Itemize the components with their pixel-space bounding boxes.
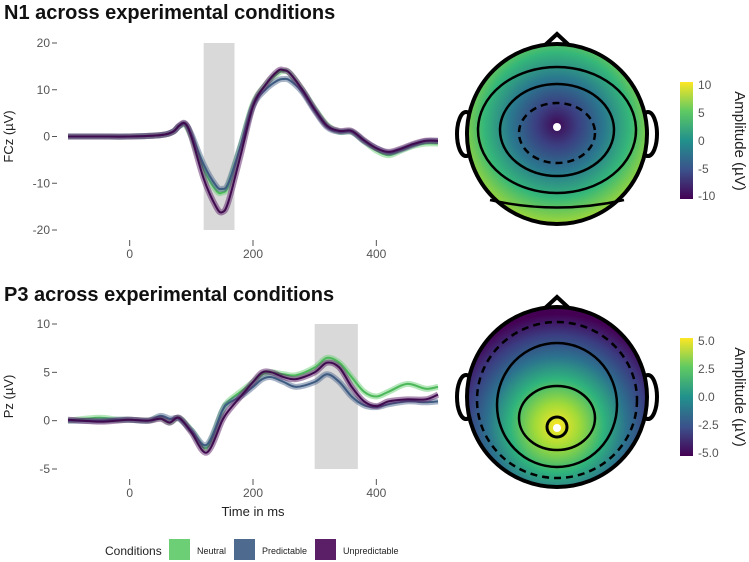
y-tick-label: 5 [43, 365, 50, 379]
electrode-marker [553, 424, 561, 432]
x-axis-label: Time in ms [221, 504, 285, 519]
topoplot-p3 [455, 294, 659, 489]
colorbar-label: Amplitude (µV) [731, 91, 748, 191]
y-tick-label: 0 [43, 130, 50, 144]
legend-label-unpredictable: Unpredictable [343, 546, 399, 556]
y-tick-label: 20 [37, 36, 51, 50]
colorbar-p3: 5.0 2.5 0.0 -2.5 -5.0 Amplitude (µV) [680, 334, 748, 460]
contour-line [475, 320, 639, 480]
colorbar-gradient [680, 338, 693, 456]
colorbar-tick: -5 [698, 162, 709, 176]
legend-label-predictable: Predictable [262, 546, 307, 556]
y-tick-label: -20 [33, 223, 51, 237]
series-line-unpredictable [68, 68, 439, 214]
scalp-map [465, 42, 649, 226]
contour-line [476, 65, 638, 195]
legend-title: Conditions [105, 544, 162, 558]
legend-swatch-neutral [169, 539, 190, 560]
x-tick-label: 400 [366, 247, 386, 261]
contour-line [495, 341, 619, 469]
contour-line [517, 101, 597, 165]
legend-swatch-predictable [234, 539, 255, 560]
panel-title-n1: N1 across experimental conditions [4, 2, 335, 24]
colorbar-tick: 0 [698, 134, 705, 148]
panel-title-p3: P3 across experimental conditions [4, 284, 334, 306]
x-tick-label: 0 [126, 486, 133, 500]
colorbar-n1: 10 5 0 -5 -10 Amplitude (µV) [680, 78, 748, 203]
x-tick-label: 0 [126, 247, 133, 261]
scalp-map [465, 305, 649, 489]
colorbar-tick: 2.5 [698, 362, 715, 376]
electrode-marker [553, 123, 561, 131]
erp-plot-pz: 10 5 0 -5 0 200 400 Pz (µV) [1, 317, 440, 500]
ci-band-neutral [68, 67, 439, 197]
topoplot-n1 [455, 31, 659, 226]
y-tick-label: -5 [39, 462, 50, 476]
x-tick-label: 400 [366, 486, 386, 500]
legend-swatch-unpredictable [315, 539, 336, 560]
colorbar-tick: -5.0 [698, 446, 719, 460]
y-tick-label: 0 [43, 414, 50, 428]
y-tick-label: -10 [33, 176, 51, 190]
y-axis-label: FCz (µV) [1, 110, 16, 162]
colorbar-tick: 5.0 [698, 334, 715, 348]
y-tick-label: 10 [37, 83, 51, 97]
y-tick-label: 10 [37, 317, 51, 331]
colorbar-gradient [680, 82, 693, 199]
colorbar-tick: 0.0 [698, 390, 715, 404]
colorbar-tick: -2.5 [698, 418, 719, 432]
contour-line [489, 198, 625, 209]
ci-band-unpredictable [68, 66, 439, 216]
legend-label-neutral: Neutral [197, 546, 226, 556]
series-line-unpredictable [67, 361, 439, 454]
colorbar-tick: 10 [698, 78, 712, 92]
x-tick-label: 200 [243, 247, 263, 261]
contour-line [545, 415, 569, 439]
legend: Conditions Neutral Predictable Unpredict… [105, 539, 399, 560]
x-tick-label: 200 [243, 486, 263, 500]
erp-plot-fcz: 20 10 0 -10 -20 0 200 400 FCz (µV) [1, 36, 439, 261]
contour-line [498, 82, 616, 178]
series-line-neutral [68, 69, 439, 195]
contour-line [517, 384, 597, 452]
colorbar-tick: 5 [698, 106, 705, 120]
y-axis-label: Pz (µV) [1, 375, 16, 419]
colorbar-label: Amplitude (µV) [731, 347, 748, 447]
colorbar-tick: -10 [698, 189, 716, 203]
